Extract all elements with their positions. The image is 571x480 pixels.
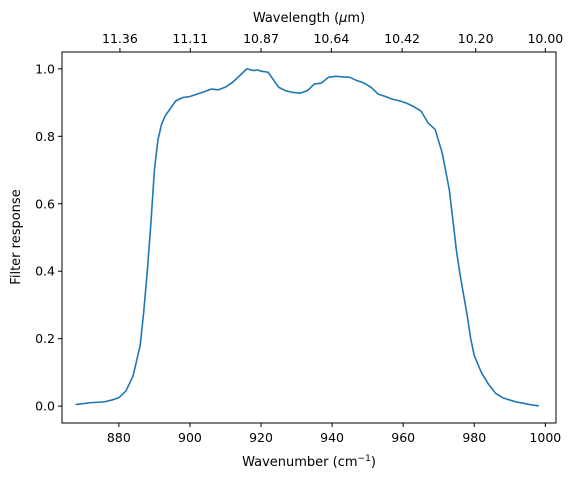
x-axis-label: Wavenumber (cm−1) bbox=[242, 454, 376, 470]
top-tick-label: 10.64 bbox=[313, 31, 349, 46]
y-tick-label: 0.8 bbox=[35, 129, 55, 144]
x-tick-label: 900 bbox=[178, 430, 202, 445]
y-tick-label: 1.0 bbox=[35, 61, 55, 76]
series-line-0 bbox=[75, 68, 540, 407]
x-tick-label: 980 bbox=[462, 430, 486, 445]
y-tick-label: 0.0 bbox=[35, 399, 55, 414]
y-tick-label: 0.2 bbox=[35, 331, 55, 346]
x-tick-label: 920 bbox=[249, 430, 273, 445]
x-tick-label: 960 bbox=[391, 430, 415, 445]
ticks-layer: 880 900 920 940 960 980 1000 0.0 0.2 0.4 0.6 0.8 1.0… bbox=[35, 31, 563, 445]
top-tick-label: 11.36 bbox=[102, 31, 138, 46]
x-tick-label: 880 bbox=[107, 430, 131, 445]
x-tick-label: 940 bbox=[320, 430, 344, 445]
y-tick-label: 0.6 bbox=[35, 196, 55, 211]
plot-frame bbox=[61, 51, 557, 424]
plot-layer bbox=[75, 68, 540, 407]
top-axis-label: Wavelength (μm) bbox=[253, 11, 365, 26]
top-tick-label: 10.20 bbox=[458, 31, 494, 46]
top-tick-label: 10.42 bbox=[384, 31, 420, 46]
top-tick-label: 10.00 bbox=[527, 31, 563, 46]
y-axis-label: Filter response bbox=[9, 189, 24, 284]
top-tick-label: 10.87 bbox=[243, 31, 279, 46]
top-tick-label: 11.11 bbox=[172, 31, 208, 46]
x-tick-label: 1000 bbox=[529, 430, 561, 445]
y-tick-label: 0.4 bbox=[35, 264, 55, 279]
